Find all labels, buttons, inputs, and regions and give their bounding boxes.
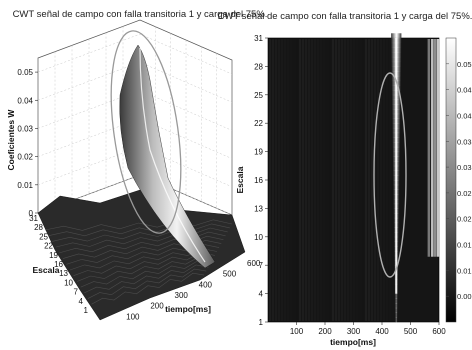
heatmap-chart: CWT señal de campo con falla transitoria… bbox=[218, 11, 472, 347]
colorbar-tick-label: 0.02 bbox=[457, 215, 472, 224]
heatmap-cells bbox=[269, 33, 440, 323]
colorbar bbox=[445, 37, 457, 323]
heatmap-cell bbox=[394, 303, 398, 309]
y-tick-label: 16 bbox=[254, 176, 263, 185]
surface-ripple bbox=[91, 272, 205, 305]
y-tick-label: 13 bbox=[254, 204, 263, 213]
x-axis-label: tiempo[ms] bbox=[330, 337, 376, 347]
colorbar-tick-label: 0.015 bbox=[457, 241, 472, 250]
y-tick-label: 4 bbox=[259, 290, 264, 299]
heatmap-cell bbox=[394, 307, 398, 314]
z-tick-label: 0 bbox=[29, 209, 34, 218]
z-tick-label: 0.01 bbox=[17, 181, 33, 190]
colorbar-tick-label: 0.005 bbox=[457, 292, 472, 301]
surface-ripple bbox=[77, 256, 213, 282]
heatmap-cell bbox=[431, 39, 434, 257]
y-tick-label: 4 bbox=[79, 297, 84, 306]
colorbar-tick-label: 0.025 bbox=[457, 189, 472, 198]
heatmap-cell bbox=[436, 39, 440, 257]
z-axis-label: Coeficientes W bbox=[6, 109, 16, 171]
y-tick-label: 25 bbox=[39, 232, 48, 241]
x-tick-label: 300 bbox=[175, 291, 189, 300]
y-axis-label: Escala bbox=[33, 265, 60, 275]
heatmap-cell bbox=[394, 293, 398, 299]
y-tick-label: 10 bbox=[64, 278, 73, 287]
colorbar-tick-label: 0.045 bbox=[457, 86, 472, 95]
y-tick-label: 19 bbox=[49, 251, 58, 260]
y-tick-label: 10 bbox=[254, 233, 263, 242]
grid-line bbox=[37, 33, 233, 75]
surface-ripple bbox=[52, 227, 228, 242]
colorbar-ticks: 0.005 0.01 0.015 0.02 0.025 0.03 0.035 0.04 0.04… bbox=[446, 60, 472, 301]
surface-ripple bbox=[84, 264, 209, 294]
y-tick-label: 7 bbox=[74, 288, 79, 297]
x-tick-label: 300 bbox=[347, 327, 361, 336]
y-tick-label: 28 bbox=[34, 223, 43, 232]
heatmap-cell bbox=[395, 312, 398, 318]
surface-ripple bbox=[73, 252, 215, 276]
y-tick-label: 28 bbox=[254, 62, 263, 71]
y-tick-label: 1 bbox=[259, 318, 264, 327]
y-axis-label: Escala bbox=[235, 166, 245, 193]
surface-ripple bbox=[48, 223, 230, 237]
z-tick-label: 0.02 bbox=[17, 153, 33, 162]
colorbar-tick-label: 0.04 bbox=[457, 111, 472, 120]
x-tick-label: 500 bbox=[223, 270, 237, 279]
heatmap-cell bbox=[427, 39, 431, 257]
peak-ridge-line bbox=[139, 47, 206, 263]
surface-ripple bbox=[44, 219, 233, 231]
x-tick-label: 200 bbox=[150, 302, 164, 311]
x-axis: 100 200 300 400 500 600 bbox=[290, 322, 446, 336]
x-tick-label: 400 bbox=[375, 327, 389, 336]
y-tick-label: 22 bbox=[44, 242, 53, 251]
surface-ripple bbox=[87, 268, 207, 299]
surface-peak bbox=[119, 44, 216, 269]
y-tick-label: 25 bbox=[254, 91, 263, 100]
x-axis-label: tiempo[ms] bbox=[165, 304, 211, 314]
x-tick-label: 500 bbox=[404, 327, 418, 336]
colorbar-tick-label: 0.03 bbox=[457, 163, 472, 172]
y-tick-label: 7 bbox=[259, 261, 264, 270]
highlight-ellipse bbox=[110, 30, 182, 234]
surface-ripple bbox=[80, 260, 211, 288]
y-tick-label: 19 bbox=[254, 148, 263, 157]
y-tick-label: 1 bbox=[84, 306, 89, 315]
z-tick-label: 0.03 bbox=[17, 124, 33, 133]
x-tick-label: 600 bbox=[432, 327, 446, 336]
x-axis: 100 200 300 400 500 600 bbox=[126, 259, 261, 321]
x-tick-label: 100 bbox=[290, 327, 304, 336]
chart-title: CWT señal de campo con falla transitoria… bbox=[13, 9, 268, 20]
z-axis: 0 0.01 0.02 0.03 0.04 0.05 bbox=[17, 68, 38, 218]
heatmap-cell bbox=[394, 298, 398, 304]
y-tick-label: 31 bbox=[29, 214, 38, 223]
y-tick-label: 13 bbox=[59, 269, 68, 278]
surface-floor bbox=[37, 189, 246, 321]
y-tick-label: 16 bbox=[54, 260, 63, 269]
z-tick-label: 0.04 bbox=[17, 96, 33, 105]
chart-title: CWT señal de campo con falla transitoria… bbox=[218, 11, 472, 22]
z-tick-label: 0.05 bbox=[17, 68, 33, 77]
heatmap-cell bbox=[395, 317, 398, 323]
x-tick-label: 200 bbox=[318, 327, 332, 336]
y-axis: 1 4 7 10 13 16 19 22 25 28 31 bbox=[254, 34, 268, 327]
x-tick-label: 400 bbox=[199, 280, 213, 289]
colorbar-tick-label: 0.035 bbox=[457, 137, 472, 146]
heatmap-cell bbox=[433, 39, 437, 257]
heatmap-cell bbox=[391, 33, 402, 39]
highlight-ellipse bbox=[373, 72, 407, 278]
x-tick-label: 600 bbox=[247, 259, 261, 268]
y-tick-label: 31 bbox=[254, 34, 263, 43]
colorbar-tick-label: 0.05 bbox=[457, 60, 472, 69]
colorbar-tick-label: 0.01 bbox=[457, 266, 472, 275]
surface-chart: CWT señal de campo con falla transitoria… bbox=[6, 9, 267, 321]
y-tick-label: 22 bbox=[254, 119, 263, 128]
x-tick-label: 100 bbox=[126, 312, 140, 321]
